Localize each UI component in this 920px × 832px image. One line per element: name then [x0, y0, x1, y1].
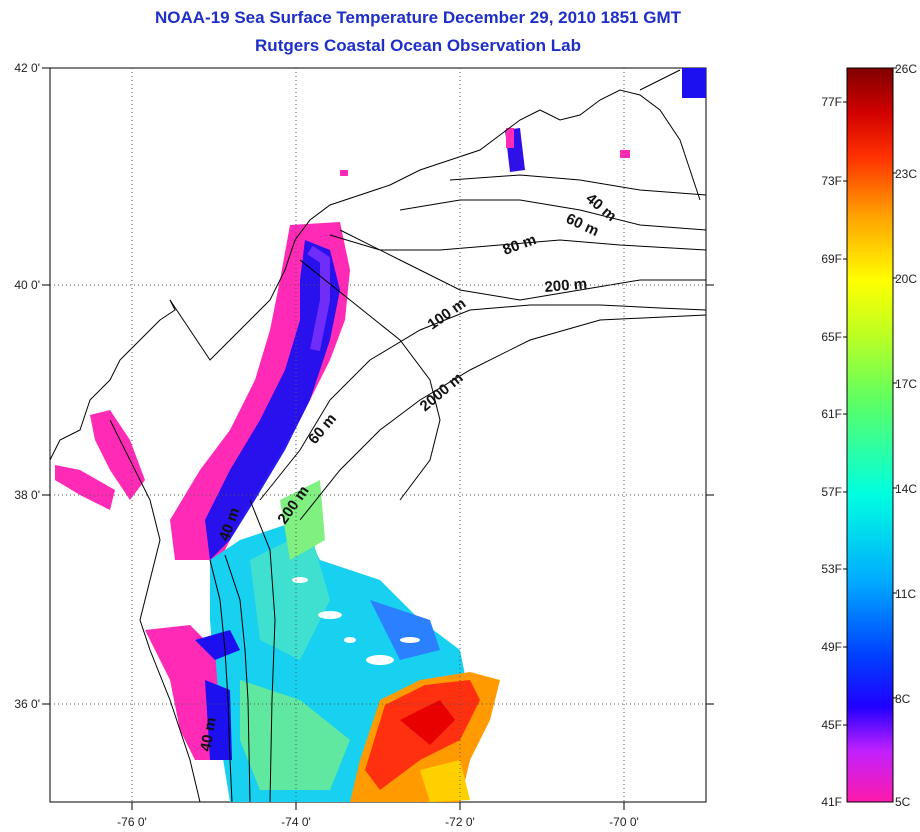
isobath-label: 200 m — [544, 275, 588, 296]
colorbar-f-label: 61F — [821, 407, 842, 421]
lon-label: -76 0' — [117, 815, 147, 829]
lat-label: 38 0' — [14, 488, 40, 502]
colorbar-c-label: 20C — [895, 272, 917, 286]
colorbar-f-label: 65F — [821, 330, 842, 344]
lon-label: -70 0' — [609, 815, 639, 829]
axis-ticks — [42, 67, 714, 810]
colorbar-c-label: 23C — [895, 167, 917, 181]
sst-overlay — [55, 68, 706, 802]
colorbar-c-label: 14C — [895, 482, 917, 496]
colorbar-c-label: 11C — [895, 587, 916, 601]
colorbar-f-label: 57F — [821, 485, 842, 499]
colorbar-ticks — [843, 67, 897, 726]
colorbar-f-label: 73F — [821, 174, 842, 188]
colorbar — [846, 67, 894, 803]
lon-label: -72 0' — [445, 815, 475, 829]
colorbar-c-label: 17C — [895, 377, 917, 391]
colorbar-c-label: 8C — [895, 692, 911, 706]
lat-label: 36 0' — [14, 697, 40, 711]
lon-label: -74 0' — [281, 815, 311, 829]
colorbar-f-label: 69F — [821, 252, 842, 266]
isobath-label: 40 m — [197, 716, 220, 753]
lat-label: 42 0' — [14, 61, 40, 75]
colorbar-f-label: 77F — [821, 95, 842, 109]
graticule — [50, 68, 706, 802]
lat-label: 40 0' — [14, 278, 40, 292]
colorbar-c-label: 5C — [895, 795, 911, 809]
colorbar-f-label: 41F — [821, 795, 842, 809]
colorbar-c-label: 26C — [895, 62, 917, 76]
coastline-and-isobaths — [50, 69, 706, 802]
map-title: NOAA-19 Sea Surface Temperature December… — [155, 8, 681, 27]
colorbar-f-label: 45F — [821, 718, 842, 732]
colorbar-f-label: 53F — [821, 562, 842, 576]
colorbar-f-label: 49F — [821, 640, 842, 654]
map-subtitle: Rutgers Coastal Ocean Observation Lab — [255, 36, 581, 55]
